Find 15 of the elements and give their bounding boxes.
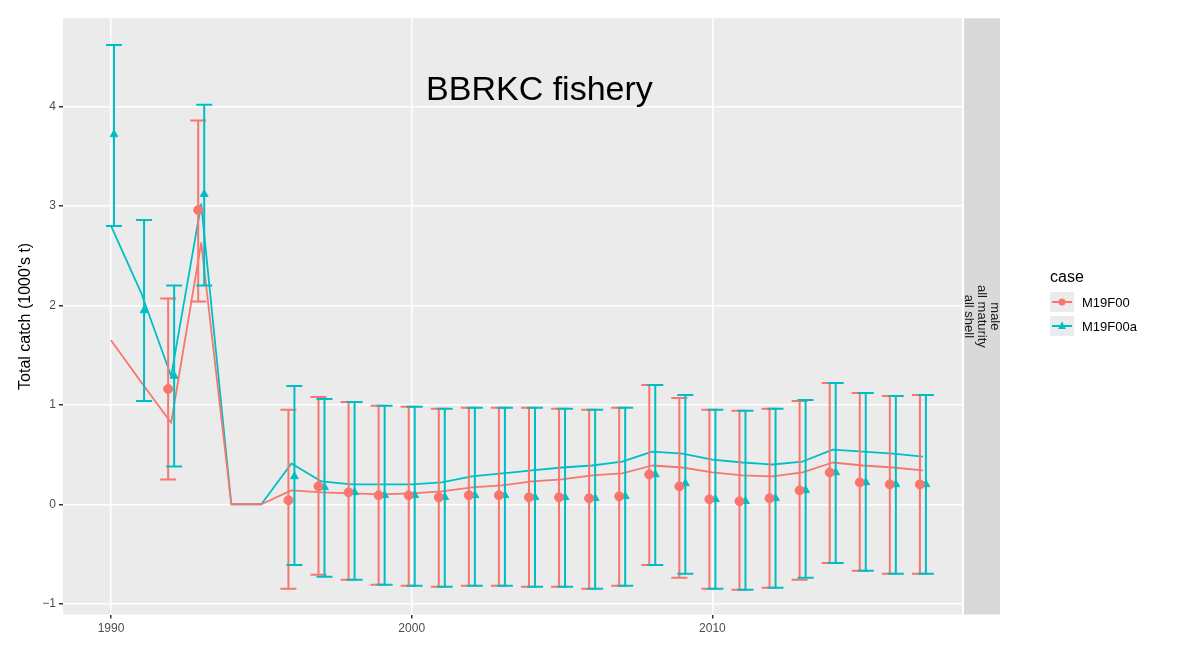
legend-label: M19F00a (1082, 318, 1137, 334)
y-tick-label: 2 (49, 297, 57, 312)
x-tick-label: 2000 (398, 621, 426, 636)
y-tick-label: −1 (42, 595, 57, 610)
x-tick-label: 2010 (699, 621, 727, 636)
legend-label: M19F00 (1082, 294, 1130, 310)
y-tick-label: 1 (49, 397, 57, 412)
y-tick-label: 4 (49, 98, 57, 113)
y-axis-title: Total catch (1000's t) (16, 242, 34, 390)
x-tick-label: 1990 (97, 621, 125, 636)
text: BBRKC fishery (426, 68, 653, 107)
legend-title: case (1050, 268, 1085, 286)
y-tick-label: 0 (49, 496, 57, 511)
y-tick-label: 3 (49, 198, 57, 213)
annotation: male all maturity all shell (962, 284, 1004, 349)
